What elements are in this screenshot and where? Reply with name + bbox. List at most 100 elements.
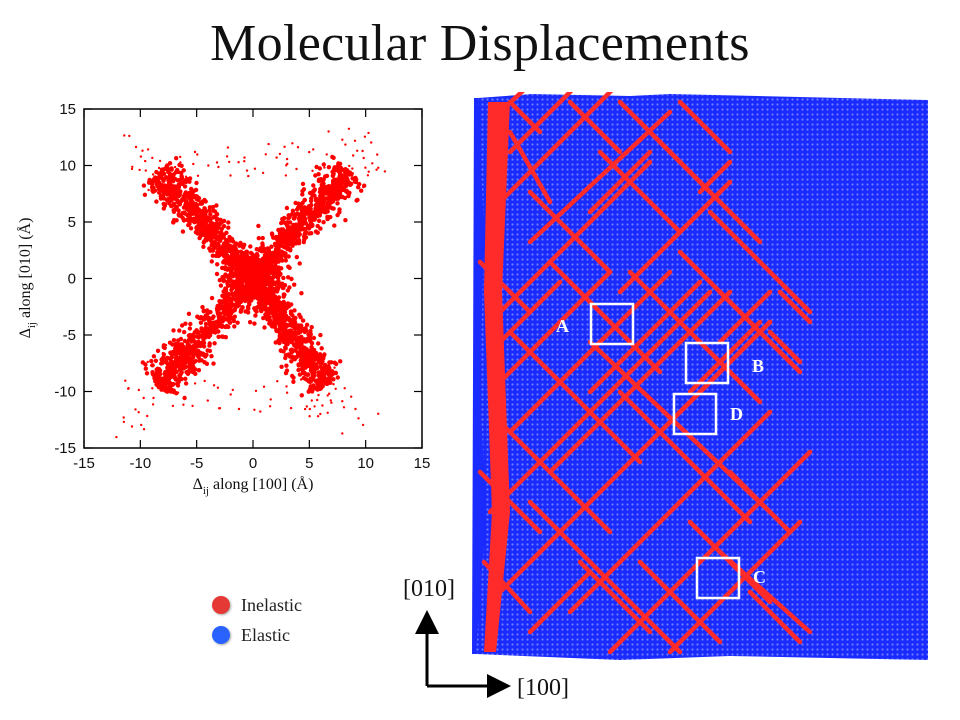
scatter-point [286,333,292,339]
inelastic-shear-bands [477,92,813,655]
scatter-point [217,249,222,255]
shear-band [547,289,733,475]
scatter-point [150,178,156,183]
scatter-point [247,320,253,325]
scatter-point [134,145,138,149]
scatter-point [262,385,266,388]
scatter-point [286,352,292,357]
scatter-point [187,363,192,369]
scatter-point [225,256,230,261]
y-tick-label: 10 [59,158,76,175]
scatter-point [231,388,234,392]
shear-band [497,419,613,535]
scatter-point [226,220,231,225]
y-tick-label: -5 [63,327,76,344]
scatter-point [226,283,231,288]
shear-band [507,269,673,435]
scatter-point [150,186,153,189]
scatter-point [281,236,286,241]
scatter-point [310,210,315,216]
scatter-point [308,335,313,340]
scatter-point [302,345,307,351]
scatter-point [256,223,261,229]
scatter-point [301,349,306,354]
scatter-point [124,379,127,382]
scatter-point [326,364,331,369]
scatter-point [286,213,291,218]
scatter-point [171,374,177,379]
scatter-point [291,375,296,380]
scatter-point [183,376,188,381]
shear-band [677,99,733,155]
scatter-point [241,270,247,275]
scatter-point [253,313,258,318]
scatter-point [289,406,293,410]
scatter-point [166,380,171,386]
scatter-point [192,162,195,166]
scatter-point [176,338,181,343]
inelastic-dot-icon [212,596,230,614]
scatter-point [175,190,181,195]
scatter-point [203,326,209,331]
scatter-point [157,180,162,185]
scatter-point [188,194,194,199]
scatter-point [300,192,305,197]
scatter-point [316,341,321,346]
displacement-scatter-chart: -15 -10 -5 0 5 10 15 -15 -10 -5 0 5 10 15 Δij along [… [16,101,430,497]
shear-band [587,149,653,215]
scatter-point [172,191,177,196]
scatter-point [153,375,159,380]
scatter-point [343,387,346,390]
scatter-point [258,281,263,286]
scatter-point [258,307,264,312]
scatter-point [262,325,267,330]
scatter-point [318,332,323,338]
scatter-point [191,404,194,408]
scatter-point [169,198,174,203]
scatter-point [223,260,228,266]
shear-band [527,499,683,655]
scatter-point [183,190,188,195]
scatter-point [176,391,180,394]
scatter-point [169,361,174,366]
x-axis-label: Δij along [100] (Å) [193,475,314,497]
scatter-point [131,165,134,168]
scatter-point [186,222,191,228]
shear-band [487,92,614,215]
scatter-point [266,247,271,252]
scatter-point [146,414,149,418]
scatter-point [179,323,185,328]
scatter-point [167,176,173,181]
scatter-point [234,261,239,266]
scatter-point [307,225,312,230]
scatter-point [235,320,240,325]
scatter-point [196,174,200,177]
shear-band [627,269,763,405]
scatter-point [260,243,265,248]
scatter-point [231,317,236,323]
scatter-point [305,405,308,408]
scatter-point [264,281,269,287]
scatter-point [163,183,168,189]
scatter-point [196,221,202,227]
scatter-point [157,166,161,170]
scatter-point [228,160,231,164]
scatter-point [276,259,281,264]
shear-band [687,319,763,395]
left-edge [472,98,486,654]
scatter-point [235,250,240,255]
scatter-point [303,221,309,226]
shear-band [527,189,613,275]
region-label: D [730,404,743,424]
scatter-point [188,226,194,231]
region-box [684,341,730,385]
scatter-point [188,191,192,195]
scatter-point [258,269,263,274]
scatter-point [285,301,291,306]
scatter-point [171,220,176,225]
shear-band [637,559,723,645]
scatter-point [269,283,274,288]
scatter-point [170,173,175,178]
scatter-point [183,321,188,326]
scatter-point [212,384,216,387]
